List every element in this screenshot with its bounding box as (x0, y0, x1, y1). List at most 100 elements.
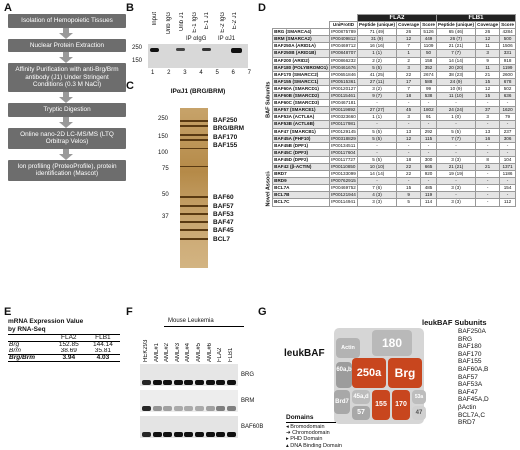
table-row: BAF60B (SMARCD2) IP00115461 9 (7) 18 538 11 (… (264, 92, 516, 101)
puzzle-piece: 60a,b (336, 362, 352, 388)
table-cell: IP00129145 (329, 127, 358, 136)
table-cell: - (475, 177, 501, 186)
table-cell: 3 (475, 113, 501, 122)
table-cell: 15 (475, 92, 501, 101)
table-cell: 7 (396, 84, 422, 94)
column-header: FLA2 (61, 334, 77, 341)
mw-marker: 150 (158, 134, 169, 140)
table-cell: 71 (49) (356, 28, 398, 37)
flow-step-4: Tryptic Digestion (8, 102, 126, 117)
blot-band (205, 380, 215, 385)
table-cell: 31 (9) (356, 35, 398, 44)
blot-band (216, 432, 226, 437)
subunit-list: BAF250A BRG BAF180 BAF170 BAF155 BAF60A,B BAF5… (458, 328, 489, 427)
puzzle-piece: 250a (352, 358, 386, 388)
gel-lane (180, 108, 208, 268)
subunit-item: BCL7A,C (458, 411, 486, 419)
subunit-item: BAF45A,D (458, 396, 489, 404)
protein-name: BAF155 (SMARCC1) (272, 77, 331, 86)
gel-band (180, 125, 208, 127)
table-cell: 104 (499, 155, 516, 164)
table-cell: 920 (420, 170, 437, 179)
blot-band (173, 406, 183, 411)
blot-row-label: BRM (241, 398, 255, 404)
band-label: BAF45 (213, 227, 234, 234)
table-cell: 5 (5) (435, 127, 477, 136)
table-cell: 3 (3) (356, 198, 398, 207)
expression-value: 38.69 (60, 348, 77, 355)
mw-marker: 75 (162, 166, 169, 172)
model-title: leukBAF (284, 348, 325, 359)
table-cell: 5 (5) (356, 155, 398, 164)
table-cell: 300 (420, 155, 437, 164)
table-cell: 15 (475, 77, 501, 86)
table-cell: 26 (475, 28, 501, 37)
table-cell: 16 (475, 134, 501, 143)
panel-label-a: A (4, 2, 12, 14)
table-cell: 26 (396, 28, 422, 37)
gel-band (180, 221, 208, 223)
gel-band (180, 134, 208, 136)
table-row: BAF45C (DPF3) IP00117604- - - - - - (264, 148, 516, 157)
table-cell: - (356, 141, 398, 150)
blot-band (184, 380, 194, 385)
lane-label: AML#1 (153, 342, 160, 362)
blot-band (152, 432, 162, 437)
table-cell: 2600 (499, 70, 516, 79)
column-header: FLB1 (95, 334, 111, 341)
blot-band (202, 48, 211, 51)
gel-band (180, 196, 208, 198)
table-cell: 237 (499, 127, 516, 136)
flow-step-2: Nuclear Protein Extraction (8, 38, 126, 53)
blot-band (152, 406, 162, 411)
panel-label-e: E (4, 306, 12, 318)
blot-band (173, 432, 183, 437)
table-cell: - (499, 120, 516, 129)
table-cell: 352 (420, 63, 437, 72)
blot-band (163, 406, 173, 411)
table-cell: IP00114941 (329, 198, 358, 207)
group-label: Mouse Leukemia (168, 318, 214, 324)
table-cell: - (356, 177, 398, 186)
table-cell: - (420, 141, 437, 150)
blot-band (226, 406, 236, 411)
table-row: Novel Associated Factors BRD7 IP00133099 14… (264, 170, 516, 206)
gel-band (180, 205, 208, 207)
protein-name: BAF53A (ACTL6A) (272, 113, 331, 122)
table-cell: - (356, 99, 398, 108)
table-cell: - (435, 120, 477, 129)
band-label: BAF57 (213, 203, 234, 210)
band-label: BRG/BRM (213, 125, 245, 132)
table-cell: 5 (5) (356, 127, 398, 136)
flow-step-3: Affinity Purification with anti-Brg/Brm … (8, 63, 126, 92)
table-row: BAF200 (ARID2) IP00866232 2 (2) 2 158 14 (14)… (264, 56, 516, 65)
table-cell: 3 (3) (435, 155, 477, 164)
lane-number: 6 (231, 70, 235, 76)
table-cell: 678 (499, 77, 516, 86)
table-cell: - (475, 99, 501, 108)
ip-group-label: IP αJ1 (218, 36, 236, 42)
table-cell: 665 (420, 162, 437, 172)
mw-marker: 37 (162, 214, 169, 220)
table-cell: 16 (16) (356, 42, 398, 51)
table-cell: 3 (396, 113, 422, 122)
protein-name: BRG (SMARCA4) (272, 28, 331, 37)
subunit-item: BRG (458, 335, 473, 343)
group-header: FLA2 (356, 13, 437, 23)
lane-label: Unb IgG (166, 12, 172, 35)
panel-label-g: G (258, 306, 267, 318)
puzzle-piece: Actin (336, 338, 360, 358)
flow-arrow-icon (8, 116, 126, 128)
protein-name: BRD7 (272, 170, 331, 179)
table-cell: 22 (396, 162, 422, 172)
lane-number: 4 (199, 70, 203, 76)
lane-label: E-1 J1 (204, 12, 210, 30)
table-cell: - (435, 177, 477, 186)
section-label: BAF Subunits (265, 81, 272, 118)
lane-label: Input (152, 12, 158, 26)
subunit-item: BAF250A (458, 328, 486, 335)
subunit-item: BAF53A (458, 381, 483, 389)
mw-marker: 150 (132, 58, 143, 64)
blot-band (205, 406, 215, 411)
panel-label-f: F (126, 306, 133, 318)
